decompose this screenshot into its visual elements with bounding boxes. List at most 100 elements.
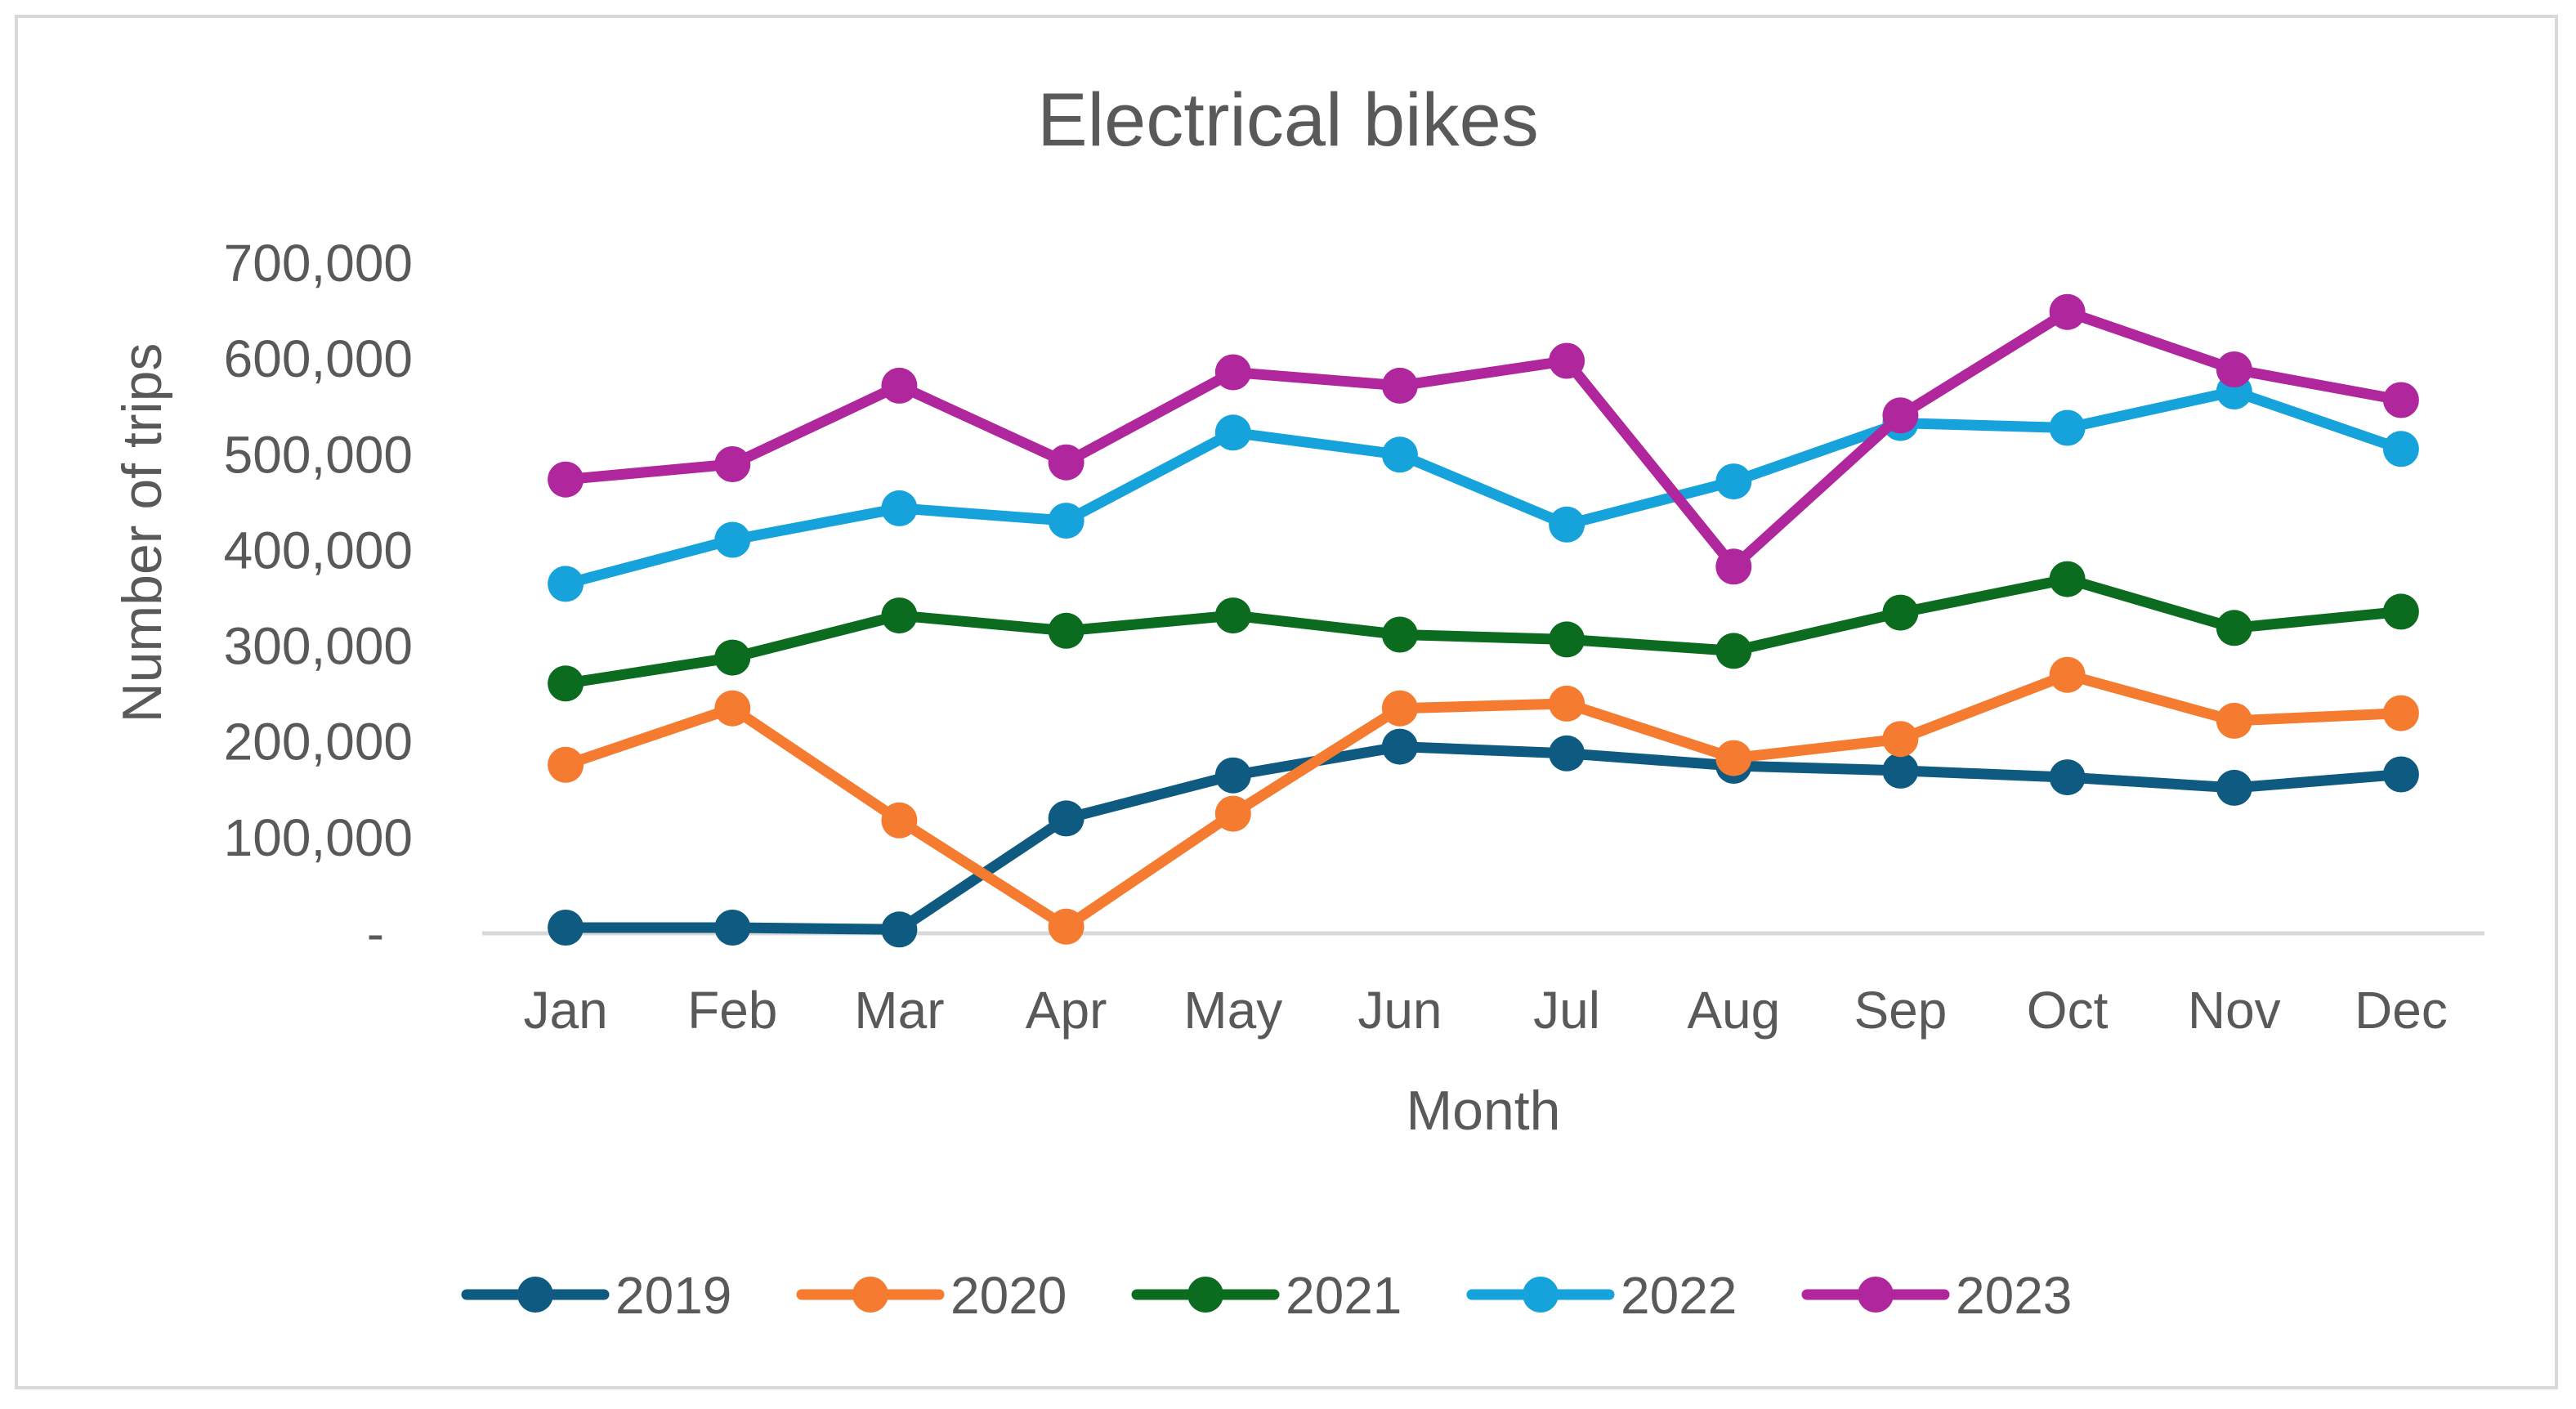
y-tick-label: 400,000 [224,521,413,579]
data-point [714,446,751,482]
data-point [714,521,751,558]
data-point [1214,414,1251,451]
legend-label: 2022 [1621,1266,1737,1325]
series-line [560,306,2407,572]
data-point [1214,757,1251,794]
series-layer [548,293,2419,948]
data-point [881,802,918,839]
data-point [881,367,918,404]
series-2019 [548,728,2419,948]
data-point [2049,293,2086,330]
legend-marker-swatch [1858,1277,1894,1313]
data-point [1381,436,1418,473]
legend: 2019 2020 2021 2022 2023 [461,1266,2072,1325]
data-point [881,597,918,634]
data-point [1715,463,1752,500]
data-point [1882,397,1919,434]
data-point [1214,795,1251,832]
data-point [548,665,584,702]
x-tick-label: Aug [1687,981,1780,1040]
legend-label: 2020 [950,1266,1067,1325]
legend-item: 2020 [796,1266,1067,1325]
y-tick-label: 300,000 [224,617,413,676]
data-point [2382,756,2419,793]
data-point [2216,351,2252,387]
data-point [1214,354,1251,391]
legend-marker-swatch [1187,1277,1223,1313]
x-tick-label: Oct [2027,981,2109,1040]
y-tick-label: - [367,904,384,963]
x-tick-label: Apr [1026,981,1107,1040]
x-tick-label: Dec [2355,981,2448,1040]
data-point [1549,735,1585,772]
data-point [1381,728,1418,765]
legend-item: 2022 [1466,1266,1737,1325]
y-axis-ticks: - 100,000 200,000 300,000 400,000 500,000 600,… [224,234,413,963]
data-point [714,690,751,727]
data-point [1549,685,1585,722]
legend-marker-swatch [517,1277,553,1313]
data-point [1882,752,1919,789]
series-line [560,669,2407,933]
y-tick-label: 200,000 [224,713,413,772]
series-2022 [548,373,2419,602]
y-tick-label: 100,000 [224,808,413,867]
data-point [1882,594,1919,631]
chart-title: Electrical bikes [1037,78,1539,162]
legend-label: 2023 [1956,1266,2072,1325]
data-point [548,566,584,602]
data-point [2216,769,2252,806]
data-point [2382,431,2419,467]
series-2020 [548,656,2419,945]
data-point [2049,409,2086,446]
legend-label: 2021 [1286,1266,1402,1325]
data-point [881,490,918,526]
legend-item: 2019 [461,1266,731,1325]
x-tick-label: Feb [687,981,777,1040]
x-tick-label: May [1183,981,1282,1040]
legend-marker-swatch [852,1277,888,1313]
data-point [2216,610,2252,646]
data-point [2216,702,2252,739]
series-2023 [548,293,2419,585]
data-point [1549,342,1585,379]
data-point [1715,548,1752,585]
data-point [2382,695,2419,731]
data-point [2382,382,2419,418]
data-point [1715,740,1752,776]
chart-frame [15,15,2558,1389]
data-point [1214,597,1251,634]
y-tick-label: 600,000 [224,329,413,388]
data-point [2382,593,2419,630]
data-point [881,911,918,948]
data-point [548,746,584,783]
data-point [714,639,751,676]
data-point [1048,444,1085,481]
x-axis-label: Month [1407,1080,1561,1142]
legend-item: 2021 [1131,1266,1402,1325]
legend-item: 2023 [1801,1266,2072,1325]
data-point [1381,690,1418,727]
y-axis-label: Number of trips [111,343,173,723]
data-point [2049,561,2086,597]
data-point [1048,503,1085,539]
x-tick-label: Sep [1854,981,1947,1040]
x-tick-label: Jan [523,981,607,1040]
data-point [548,910,584,946]
x-tick-label: Jul [1533,981,1600,1040]
data-point [1048,612,1085,649]
data-point [1882,721,1919,758]
data-point [548,461,584,498]
x-tick-label: Nov [2188,981,2281,1040]
series-line [560,574,2407,689]
y-tick-label: 700,000 [224,234,413,293]
data-point [714,910,751,946]
legend-label: 2019 [615,1266,731,1325]
y-tick-label: 500,000 [224,425,413,484]
series-line [560,741,2407,935]
series-line [560,386,2407,589]
x-tick-label: Jun [1357,981,1442,1040]
data-point [1549,506,1585,543]
data-point [1381,616,1418,653]
